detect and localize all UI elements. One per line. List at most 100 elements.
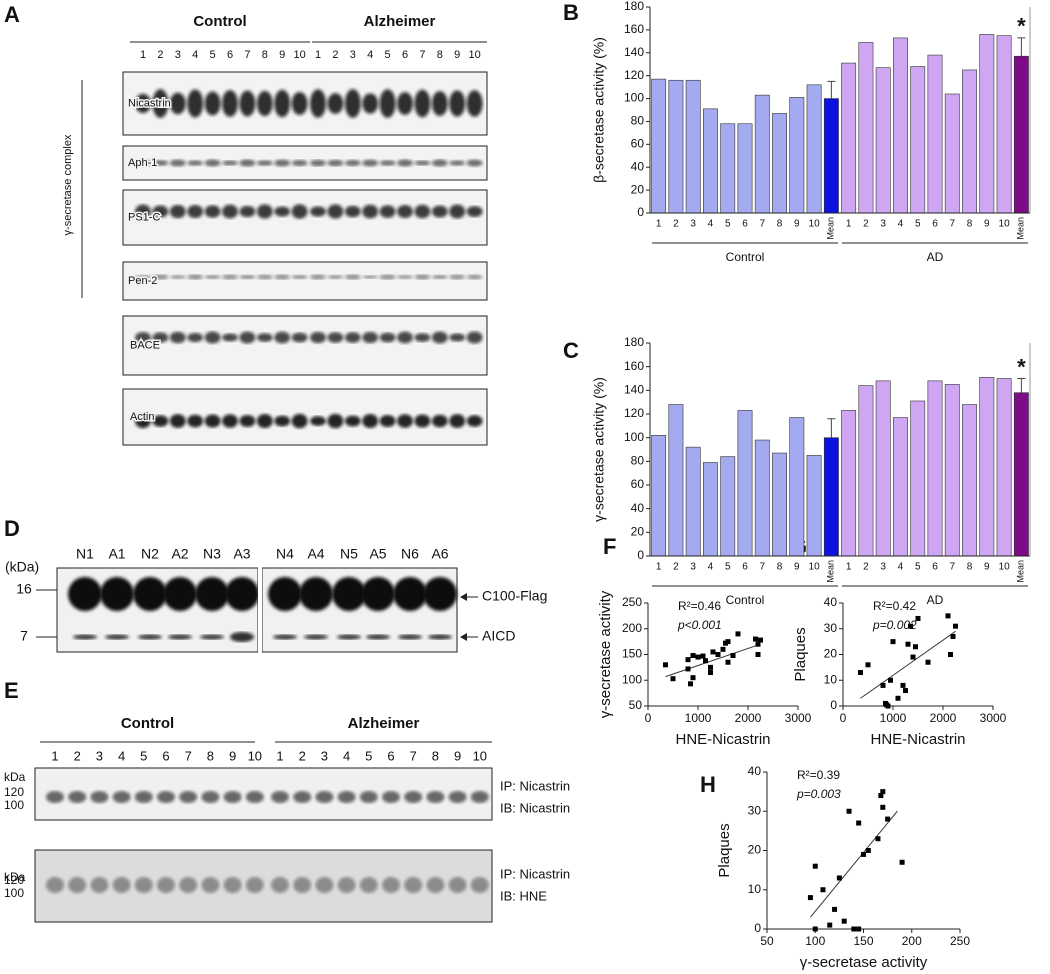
lane-label: 10 (468, 49, 480, 61)
band (204, 275, 221, 279)
band (397, 205, 413, 218)
band (169, 414, 186, 428)
band (222, 414, 238, 428)
band (204, 91, 221, 116)
point (690, 653, 696, 659)
band (449, 160, 466, 166)
point (690, 675, 696, 681)
band (157, 791, 175, 803)
y-tick-label: 60 (631, 477, 645, 491)
point (836, 875, 842, 881)
point (905, 641, 911, 647)
band (327, 413, 344, 429)
bar (910, 66, 926, 214)
x-tick-label: Mean (1016, 217, 1026, 240)
point (875, 836, 881, 842)
band (379, 160, 396, 166)
band (414, 204, 431, 219)
point (663, 662, 668, 668)
y-tick-label: 30 (824, 621, 838, 635)
band (168, 634, 192, 640)
y-tick-label: 140 (624, 45, 644, 59)
band (256, 274, 273, 280)
bar (720, 456, 736, 557)
band (291, 274, 308, 280)
x-tick-label: 4 (708, 219, 714, 230)
y-tick-label: 180 (624, 335, 644, 349)
band (332, 577, 366, 611)
y-tick-label: 100 (624, 430, 644, 444)
band (466, 206, 483, 217)
x-tick-label: 250 (950, 934, 970, 948)
band (105, 634, 129, 640)
y-axis-label: Plaques (792, 627, 809, 681)
x-tick-label: Mean (826, 560, 836, 583)
group-label: AD (927, 250, 944, 264)
lane-label: N3 (203, 546, 221, 562)
group-label: AD (927, 593, 944, 607)
band (310, 331, 326, 344)
band (470, 877, 489, 893)
bar (875, 380, 891, 557)
band (222, 160, 238, 166)
point (895, 695, 901, 701)
x-tick-label: 7 (949, 219, 955, 230)
marker-label: 120 (4, 873, 24, 887)
band (135, 93, 151, 114)
x-tick-label: 9 (984, 219, 990, 230)
lane-label: 6 (227, 49, 233, 61)
ip-label: IP: Nicastrin (500, 866, 570, 881)
band (449, 333, 466, 342)
x-tick-label: 4 (898, 562, 904, 573)
x-tick-label: 1000 (880, 711, 907, 725)
x-tick-label: 5 (725, 219, 731, 230)
x-tick-label: 100 (805, 934, 825, 948)
group-label: Control (193, 13, 246, 30)
band (187, 332, 204, 343)
band (362, 159, 379, 167)
point (685, 657, 691, 663)
lane-label: 6 (387, 748, 394, 763)
bar (979, 377, 995, 557)
band (310, 159, 326, 167)
lane-label: A4 (307, 546, 324, 562)
trendline (810, 810, 898, 918)
lane-label: 8 (437, 49, 443, 61)
x-tick-label: 10 (999, 219, 1011, 230)
band (414, 160, 431, 166)
bar (789, 97, 805, 214)
band (466, 159, 483, 167)
point (880, 804, 886, 810)
band (163, 577, 197, 611)
lane-label: 10 (248, 748, 262, 763)
x-tick-label: 8 (967, 562, 973, 573)
point (827, 922, 833, 928)
band (271, 791, 289, 803)
arrow-head (460, 593, 467, 601)
band (299, 577, 333, 611)
band (466, 331, 483, 344)
row-label: Pen-2 (128, 275, 157, 287)
x-tick-label: 7 (759, 562, 765, 573)
lane-label: 4 (118, 748, 125, 763)
x-tick-label: 1000 (685, 711, 712, 725)
band (73, 634, 97, 640)
y-tick-label: 0 (637, 205, 644, 219)
band (169, 159, 186, 167)
band (223, 791, 242, 803)
lane-label: 8 (207, 748, 214, 763)
lane-label: 4 (192, 49, 198, 61)
lane-label: 3 (321, 748, 328, 763)
y-tick-label: 60 (631, 137, 645, 151)
lane-label: 8 (262, 49, 268, 61)
band (200, 634, 224, 640)
x-tick-label: 5 (725, 562, 731, 573)
lane-label: 5 (365, 748, 372, 763)
y-tick-label: 140 (624, 383, 644, 397)
bar (858, 42, 874, 214)
band (68, 877, 87, 893)
band (291, 91, 308, 116)
lane-label: 10 (473, 748, 487, 763)
band (431, 275, 448, 279)
